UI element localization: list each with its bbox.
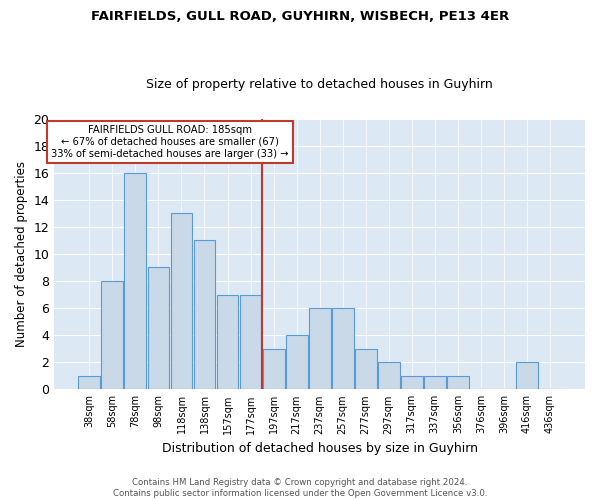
Bar — [332, 308, 353, 390]
Title: Size of property relative to detached houses in Guyhirn: Size of property relative to detached ho… — [146, 78, 493, 91]
Text: FAIRFIELDS GULL ROAD: 185sqm
← 67% of detached houses are smaller (67)
33% of se: FAIRFIELDS GULL ROAD: 185sqm ← 67% of de… — [51, 126, 289, 158]
Bar — [516, 362, 538, 390]
Bar — [170, 214, 193, 390]
Text: FAIRFIELDS, GULL ROAD, GUYHIRN, WISBECH, PE13 4ER: FAIRFIELDS, GULL ROAD, GUYHIRN, WISBECH,… — [91, 10, 509, 23]
Y-axis label: Number of detached properties: Number of detached properties — [15, 161, 28, 347]
Text: Contains HM Land Registry data © Crown copyright and database right 2024.
Contai: Contains HM Land Registry data © Crown c… — [113, 478, 487, 498]
Bar — [355, 348, 377, 390]
Bar — [194, 240, 215, 390]
Bar — [401, 376, 423, 390]
Bar — [148, 268, 169, 390]
Bar — [217, 294, 238, 390]
Bar — [309, 308, 331, 390]
Bar — [239, 294, 262, 390]
Bar — [101, 281, 124, 390]
Bar — [286, 335, 308, 390]
Bar — [447, 376, 469, 390]
Bar — [124, 172, 146, 390]
X-axis label: Distribution of detached houses by size in Guyhirn: Distribution of detached houses by size … — [161, 442, 478, 455]
Bar — [79, 376, 100, 390]
Bar — [263, 348, 284, 390]
Bar — [424, 376, 446, 390]
Bar — [378, 362, 400, 390]
